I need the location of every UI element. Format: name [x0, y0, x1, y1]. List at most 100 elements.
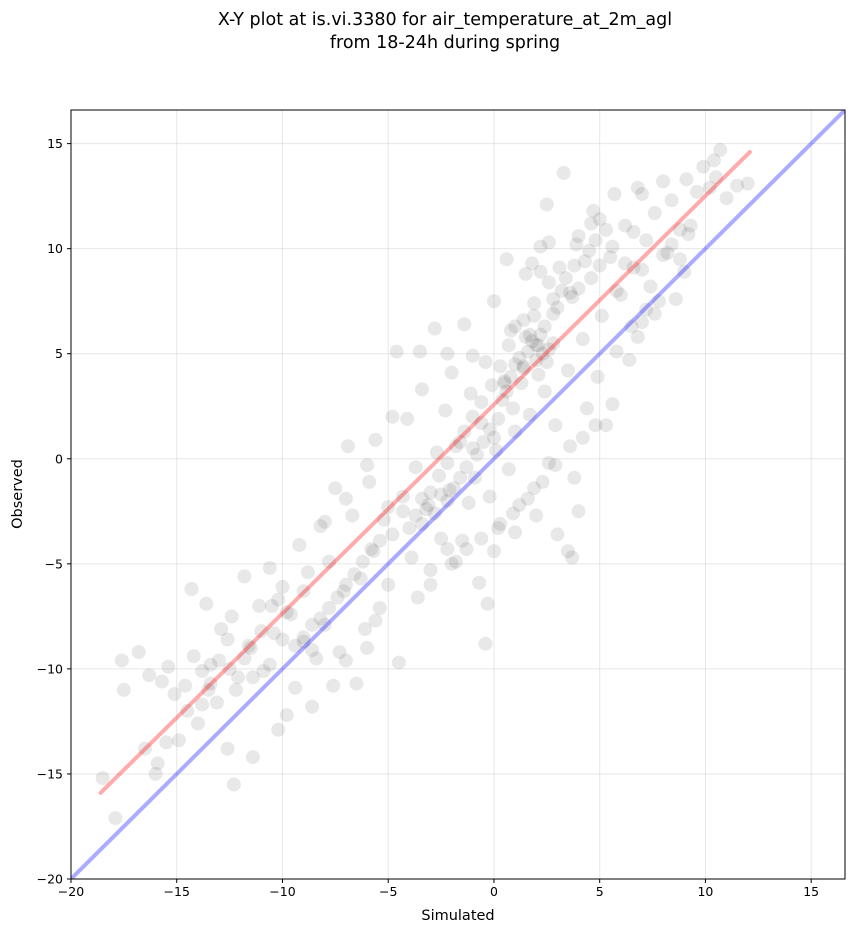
data-point	[131, 645, 146, 660]
data-point	[241, 638, 256, 653]
data-point	[203, 676, 218, 691]
data-point	[396, 504, 410, 519]
grid	[70, 110, 845, 880]
data-point	[214, 622, 229, 636]
data-point	[457, 317, 472, 332]
data-point	[518, 266, 533, 281]
data-point	[446, 481, 461, 496]
data-point	[368, 613, 383, 628]
data-point	[275, 632, 290, 647]
data-point	[586, 203, 601, 218]
data-point	[408, 460, 423, 475]
x-tick-label: −20	[58, 884, 84, 899]
data-point	[613, 287, 628, 302]
data-point	[224, 609, 239, 624]
data-point	[300, 565, 315, 580]
data-point	[539, 197, 554, 212]
data-point	[427, 506, 442, 521]
data-point	[459, 542, 474, 557]
reference-lines	[71, 110, 845, 879]
data-point	[702, 180, 717, 195]
data-point	[448, 554, 463, 569]
data-point	[635, 315, 649, 330]
data-point	[599, 418, 613, 433]
data-point	[556, 166, 571, 180]
data-point	[522, 407, 537, 422]
data-point	[438, 403, 453, 418]
data-point	[563, 439, 578, 454]
data-point	[347, 567, 362, 582]
data-point	[338, 653, 353, 668]
data-point	[415, 382, 429, 397]
data-point	[493, 516, 508, 531]
data-point	[283, 607, 298, 622]
data-point	[381, 500, 396, 515]
data-point	[404, 550, 419, 565]
data-point	[332, 645, 347, 660]
data-point	[434, 531, 449, 546]
data-point	[472, 575, 487, 590]
data-point	[440, 346, 455, 361]
data-point	[237, 569, 252, 584]
data-point	[159, 735, 174, 750]
data-point	[457, 424, 472, 439]
chart-title-line-2: from 18-24h during spring	[330, 33, 560, 53]
data-point	[493, 359, 508, 374]
data-point	[415, 516, 429, 531]
data-point	[478, 355, 493, 370]
data-point	[385, 409, 400, 424]
data-point	[377, 512, 391, 527]
y-tick-label: 5	[55, 346, 63, 361]
data-point	[668, 292, 683, 307]
data-point	[577, 254, 592, 269]
data-point	[605, 239, 620, 254]
data-point	[630, 329, 645, 344]
data-point	[503, 369, 518, 384]
data-point	[527, 308, 542, 323]
data-point	[520, 491, 535, 506]
data-point	[256, 664, 271, 678]
y-axis-label: Observed	[10, 459, 26, 529]
data-point	[533, 327, 548, 342]
data-point	[178, 678, 193, 693]
data-point	[391, 655, 406, 670]
data-point	[148, 766, 163, 781]
data-point	[491, 411, 506, 426]
data-point	[372, 601, 387, 615]
data-point	[309, 651, 324, 666]
data-point	[279, 605, 294, 620]
data-point	[444, 365, 459, 380]
data-point	[389, 344, 404, 359]
data-point	[501, 338, 516, 353]
data-point	[275, 579, 290, 594]
data-point	[474, 416, 489, 431]
data-point	[372, 533, 387, 548]
data-point	[305, 643, 320, 657]
x-axis-label: Simulated	[421, 908, 494, 924]
data-point	[647, 206, 662, 220]
data-point	[561, 363, 575, 378]
data-point	[305, 617, 320, 632]
data-point	[262, 657, 277, 672]
data-point	[525, 256, 539, 271]
data-point	[588, 233, 603, 248]
data-point	[535, 474, 550, 489]
data-point	[448, 439, 463, 454]
data-point	[539, 355, 554, 370]
data-point	[167, 687, 182, 702]
data-point	[313, 611, 328, 626]
data-point	[569, 237, 584, 252]
data-point	[664, 193, 679, 208]
y-tick-label: −10	[37, 661, 63, 676]
data-point	[588, 418, 603, 433]
data-point	[195, 664, 210, 678]
data-point	[116, 682, 131, 697]
data-point	[212, 653, 226, 668]
data-point	[696, 159, 711, 174]
data-point	[220, 741, 235, 756]
data-point	[199, 596, 214, 611]
data-point	[546, 336, 561, 351]
data-point	[305, 699, 320, 714]
plot-area-frame	[70, 109, 846, 880]
data-point	[487, 544, 501, 559]
